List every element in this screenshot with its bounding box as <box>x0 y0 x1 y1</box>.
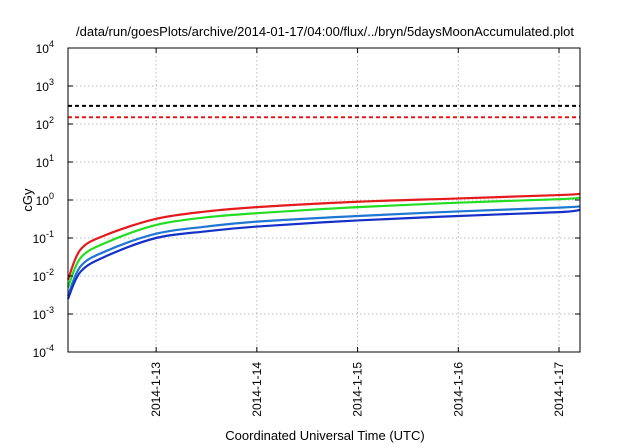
y-tick-label: 10-4 <box>33 343 54 360</box>
y-tick-label: 103 <box>36 77 54 94</box>
series-line <box>66 196 581 288</box>
series-line <box>66 208 581 300</box>
y-tick-label: 10-1 <box>33 229 54 246</box>
y-axis-ticks: 10-4 10-3 10-2 10-1 100 101 102 103 104 <box>33 39 580 360</box>
x-tick-label: 2014-1-16 <box>451 362 465 417</box>
y-tick-label: 10-3 <box>33 305 54 322</box>
x-tick-label: 2014-1-17 <box>552 362 566 417</box>
y-tick-label: 104 <box>36 39 54 56</box>
x-tick-label: 2014-1-15 <box>351 362 365 417</box>
data-series <box>66 192 581 300</box>
x-tick-label: 2014-1-13 <box>149 362 163 417</box>
chart-title: /data/run/goesPlots/archive/2014-01-17/0… <box>76 24 574 39</box>
x-axis-label: Coordinated Universal Time (UTC) <box>225 428 424 443</box>
x-tick-label: 2014-1-14 <box>250 362 264 417</box>
y-tick-label: 100 <box>36 191 54 208</box>
threshold-lines <box>68 104 580 119</box>
x-axis-ticks: 2014-1-13 2014-1-14 2014-1-15 2014-1-16 2014… <box>149 48 566 417</box>
y-tick-label: 10-2 <box>33 267 54 284</box>
grid <box>68 48 580 352</box>
y-tick-label: 102 <box>36 115 54 132</box>
y-tick-label: 101 <box>36 153 54 170</box>
series-line <box>66 192 581 281</box>
series-line <box>66 205 581 297</box>
y-axis-label: cGy <box>20 188 35 212</box>
